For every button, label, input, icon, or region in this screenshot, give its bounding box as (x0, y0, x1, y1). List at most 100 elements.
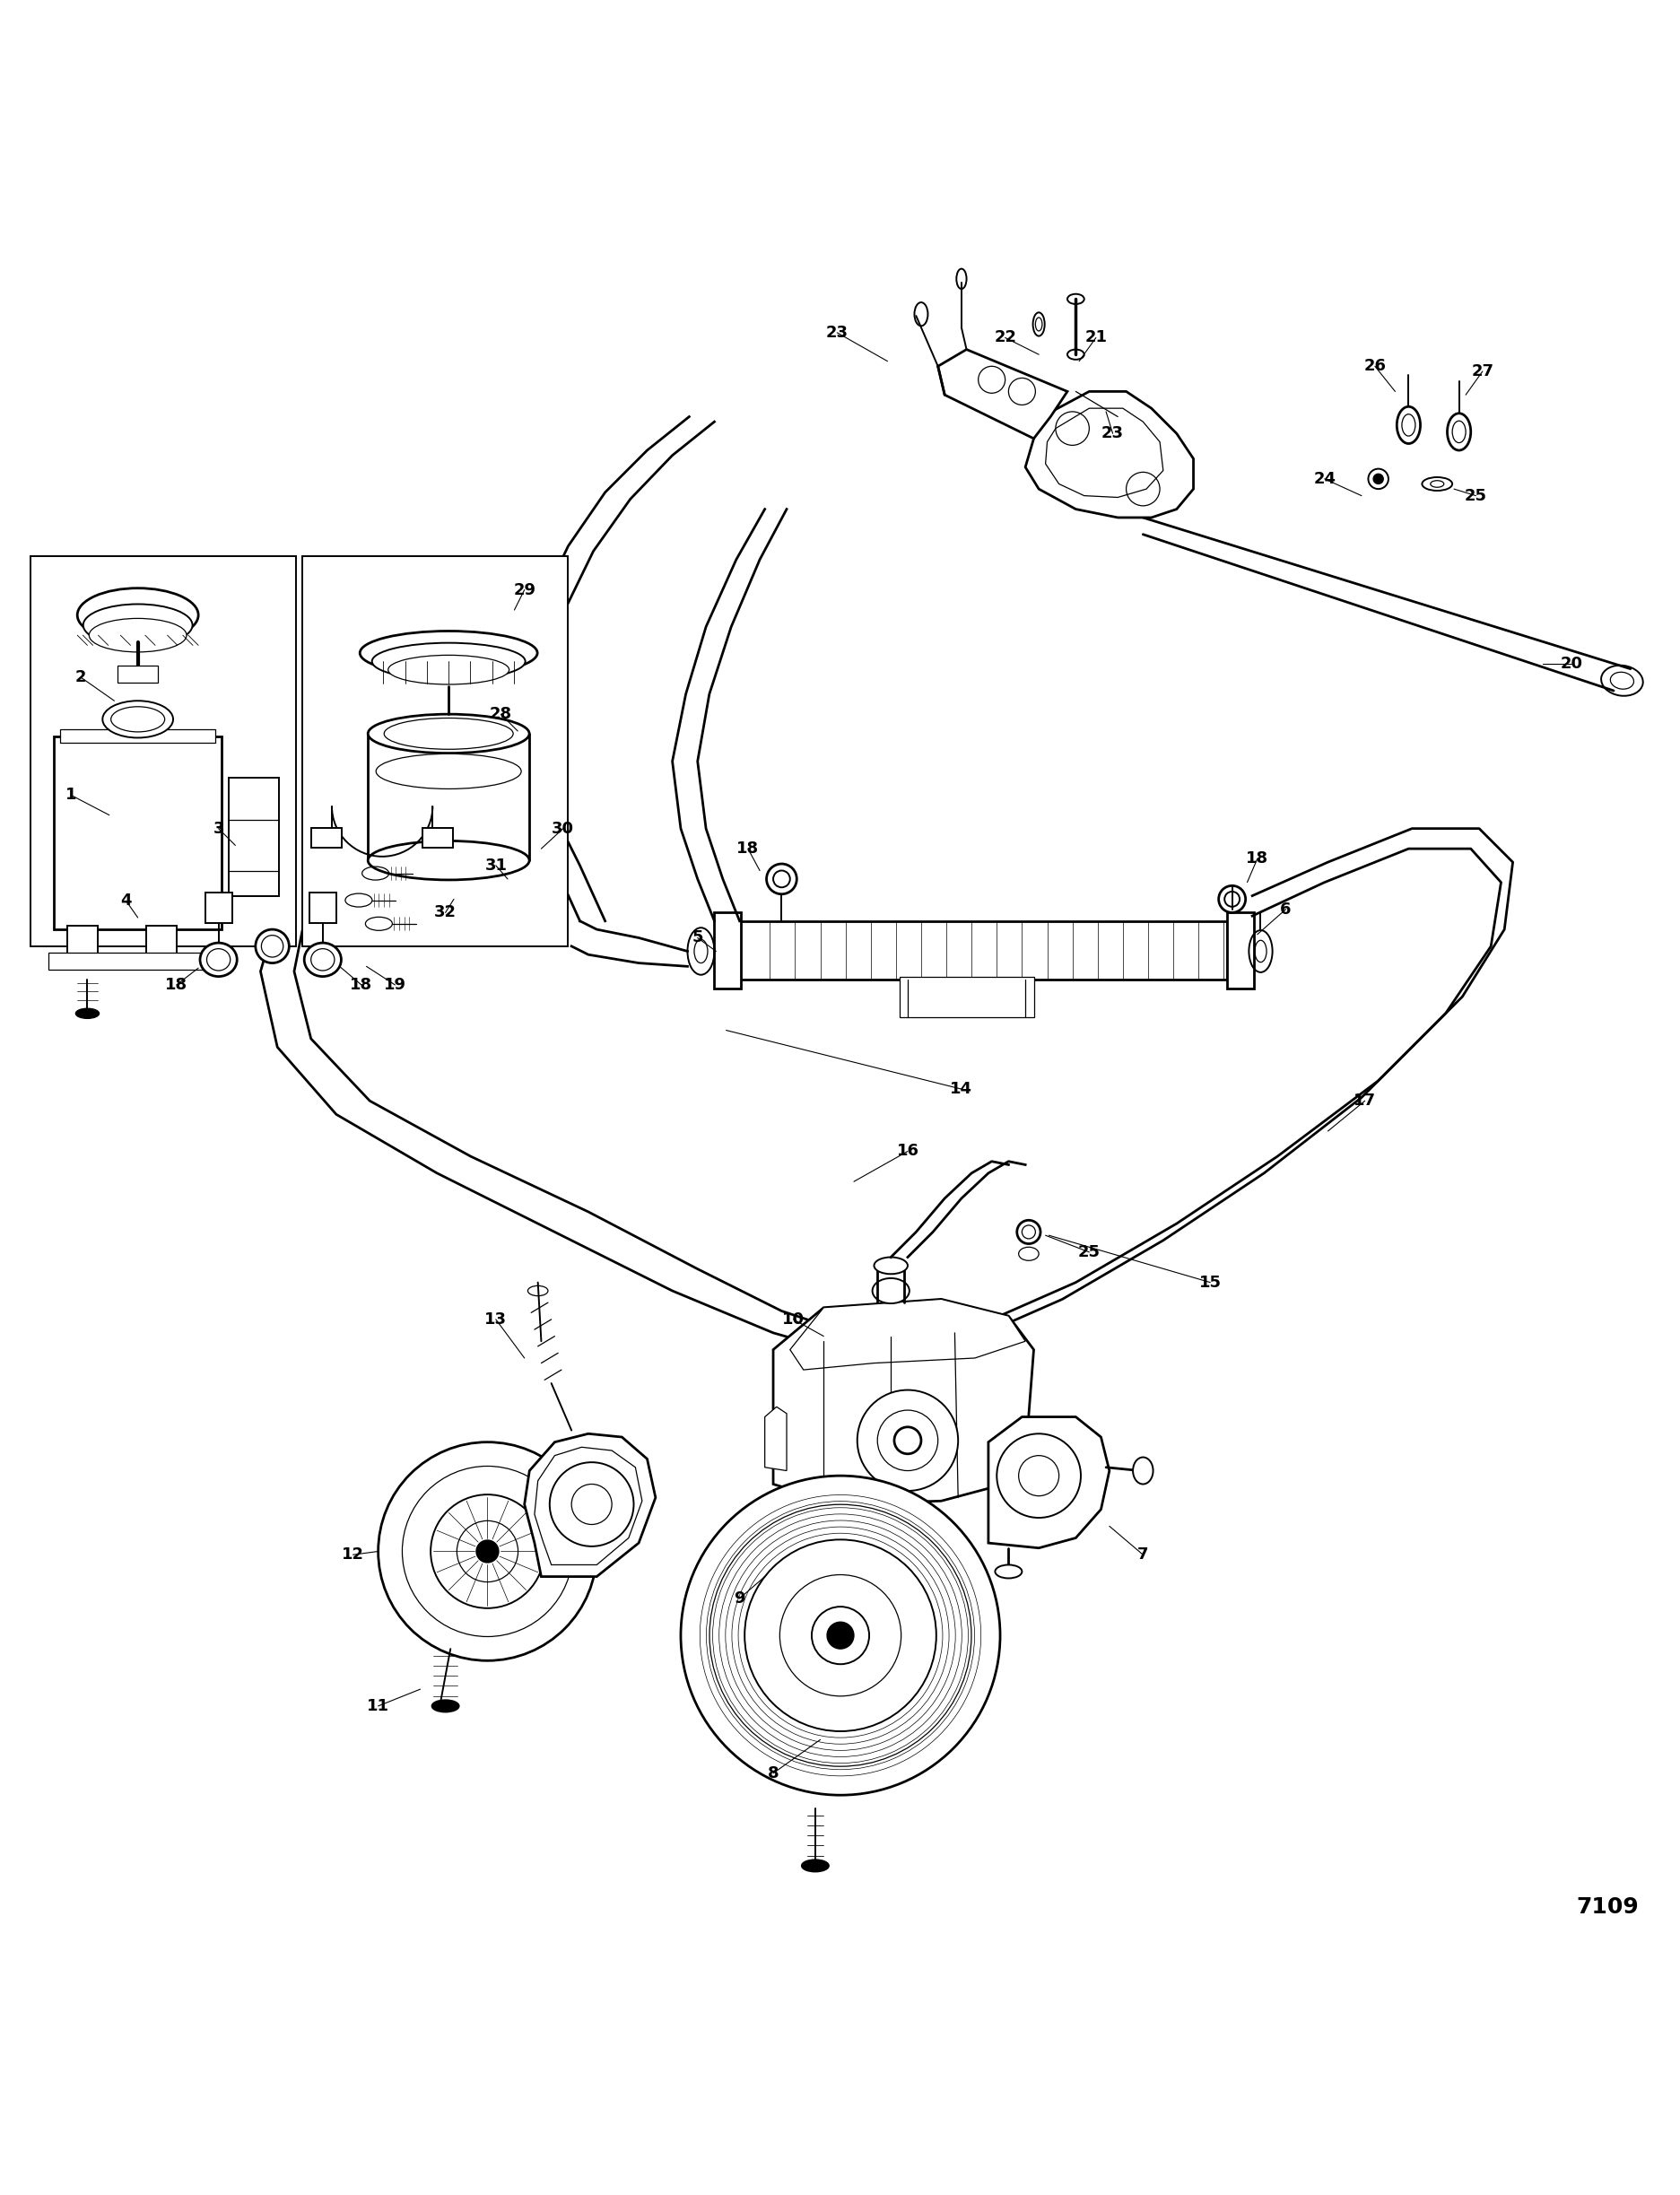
Circle shape (996, 1433, 1080, 1517)
Circle shape (877, 1409, 937, 1471)
Text: 18: 18 (165, 977, 188, 992)
Text: 28: 28 (489, 707, 512, 722)
Ellipse shape (995, 1565, 1021, 1578)
Bar (739, 922, 1226, 979)
Circle shape (894, 1427, 921, 1453)
Text: 23: 23 (825, 325, 848, 340)
Text: 25: 25 (1463, 487, 1487, 505)
Ellipse shape (1368, 470, 1388, 489)
Circle shape (402, 1466, 573, 1637)
Circle shape (680, 1475, 1000, 1796)
Bar (146, 926, 176, 959)
Ellipse shape (766, 865, 796, 893)
Polygon shape (1025, 391, 1193, 518)
Polygon shape (790, 1299, 1025, 1370)
Ellipse shape (200, 944, 237, 977)
Text: 11: 11 (366, 1699, 390, 1714)
Ellipse shape (1132, 1457, 1152, 1484)
Bar (714, 913, 741, 988)
Circle shape (811, 1607, 869, 1664)
Ellipse shape (360, 630, 538, 674)
Text: 16: 16 (895, 1144, 919, 1159)
Text: 23: 23 (1100, 426, 1124, 441)
Text: 20: 20 (1559, 656, 1583, 672)
Text: 1: 1 (66, 786, 76, 803)
Ellipse shape (89, 619, 186, 652)
Text: 30: 30 (551, 821, 575, 836)
Text: 9: 9 (734, 1591, 744, 1607)
Text: 10: 10 (781, 1310, 805, 1328)
Polygon shape (764, 1407, 786, 1471)
Text: 14: 14 (949, 1080, 973, 1098)
Text: 13: 13 (484, 1310, 507, 1328)
Ellipse shape (874, 1258, 907, 1273)
Bar (309, 893, 336, 922)
Ellipse shape (432, 1701, 459, 1712)
Ellipse shape (84, 604, 192, 645)
Bar (311, 828, 341, 847)
Polygon shape (773, 1299, 1033, 1504)
Ellipse shape (255, 928, 289, 964)
Text: 15: 15 (1198, 1275, 1221, 1291)
Text: 18: 18 (349, 977, 373, 992)
Bar (205, 893, 232, 922)
Bar (54, 735, 222, 928)
Circle shape (827, 1622, 853, 1648)
Circle shape (378, 1442, 596, 1662)
Bar (228, 777, 279, 896)
Text: 31: 31 (484, 858, 507, 874)
Bar (67, 926, 97, 959)
Polygon shape (937, 349, 1067, 439)
Text: 26: 26 (1362, 358, 1386, 375)
Text: 19: 19 (383, 977, 407, 992)
Bar (899, 977, 1033, 1016)
Text: 24: 24 (1312, 470, 1336, 487)
Text: 21: 21 (1084, 329, 1107, 347)
Ellipse shape (102, 700, 173, 738)
Ellipse shape (1016, 1220, 1040, 1245)
Text: 32: 32 (433, 904, 457, 920)
Circle shape (709, 1504, 971, 1767)
Text: 12: 12 (341, 1547, 365, 1563)
Ellipse shape (368, 713, 529, 753)
Ellipse shape (773, 871, 790, 887)
Ellipse shape (376, 753, 521, 788)
Text: 7: 7 (1137, 1547, 1147, 1563)
Circle shape (857, 1389, 958, 1490)
Text: 29: 29 (512, 582, 536, 597)
Circle shape (549, 1462, 633, 1545)
Polygon shape (524, 1433, 655, 1576)
Text: 3: 3 (213, 821, 223, 836)
Ellipse shape (77, 588, 198, 641)
Ellipse shape (371, 643, 524, 680)
Ellipse shape (1373, 474, 1383, 483)
Circle shape (744, 1539, 936, 1732)
Ellipse shape (76, 1008, 99, 1018)
Text: 4: 4 (121, 893, 131, 909)
Text: 8: 8 (768, 1765, 778, 1782)
Bar (30, 555, 296, 946)
Circle shape (780, 1574, 900, 1697)
Text: 2: 2 (76, 669, 86, 685)
Ellipse shape (801, 1859, 828, 1872)
Text: 7109: 7109 (1576, 1896, 1638, 1918)
Text: 27: 27 (1470, 362, 1494, 380)
Ellipse shape (368, 841, 529, 880)
Circle shape (430, 1495, 544, 1609)
Ellipse shape (1218, 887, 1245, 913)
Circle shape (1018, 1455, 1058, 1497)
Circle shape (477, 1541, 497, 1563)
Ellipse shape (872, 1277, 909, 1304)
Bar (302, 555, 568, 946)
Bar (118, 665, 158, 683)
Polygon shape (1045, 408, 1163, 498)
Ellipse shape (111, 707, 165, 731)
Text: 18: 18 (736, 841, 759, 856)
Circle shape (457, 1521, 517, 1583)
Polygon shape (988, 1418, 1109, 1547)
Bar (422, 828, 452, 847)
Text: 17: 17 (1352, 1093, 1376, 1108)
Text: 6: 6 (1280, 902, 1290, 918)
Text: 25: 25 (1077, 1245, 1100, 1260)
Bar (60, 729, 215, 742)
